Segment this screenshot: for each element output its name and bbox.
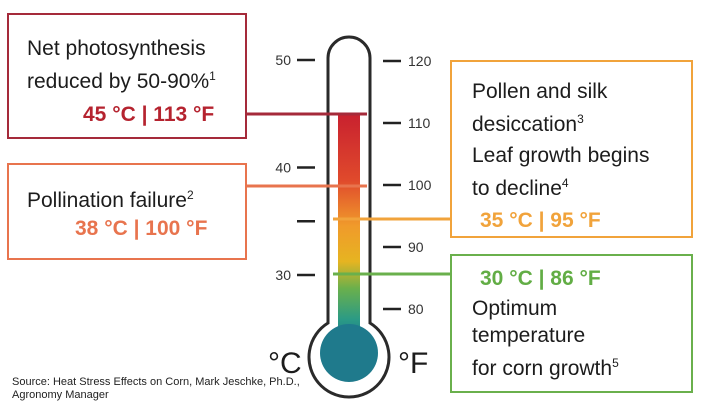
fahrenheit-tick-label-100: 100 — [408, 177, 432, 193]
desiccation-line1: Pollen and silk — [472, 80, 608, 103]
optimum-line2: temperature — [472, 324, 586, 347]
source-citation: Source: Heat Stress Effects on Corn, Mar… — [12, 376, 300, 401]
footnote-1: 1 — [209, 69, 216, 83]
photosynthesis-line1: Net photosynthesis — [27, 37, 206, 60]
optimum-line1: Optimum — [472, 297, 558, 320]
celsius-scale: 50 40 30 — [275, 52, 315, 283]
optimum-box: 30 °C | 86 °F Optimum temperature for co… — [450, 254, 693, 393]
optimum-temp: 30 °C | 86 °F — [480, 267, 601, 290]
footnote-4: 4 — [561, 176, 569, 190]
desiccation-temp: 35 °C | 95 °F — [480, 209, 601, 232]
photosynthesis-line2: reduced by 50-90%1 — [27, 69, 216, 93]
celsius-tick-label-30: 30 — [275, 267, 291, 283]
photosynthesis-box: Net photosynthesis reduced by 50-90%1 45… — [7, 13, 247, 139]
fahrenheit-unit: °F — [398, 347, 428, 380]
mercury-column — [338, 113, 360, 338]
footnote-2: 2 — [186, 188, 194, 202]
footnote-5: 5 — [612, 356, 619, 370]
leaf-growth-line1: Leaf growth begins — [472, 144, 650, 167]
footnote-3: 3 — [577, 112, 584, 126]
desiccation-box: Pollen and silk desiccation3 Leaf growth… — [450, 60, 693, 238]
photosynthesis-temp: 45 °C | 113 °F — [83, 103, 215, 126]
leaf-growth-line2: to decline4 — [472, 176, 569, 200]
pollination-temp: 38 °C | 100 °F — [75, 217, 208, 240]
pollination-line1: Pollination failure2 — [27, 188, 194, 212]
fahrenheit-tick-label-110: 110 — [408, 115, 431, 131]
celsius-tick-label-40: 40 — [275, 160, 291, 176]
celsius-unit: °C — [268, 347, 302, 380]
fahrenheit-tick-label-80: 80 — [408, 301, 424, 317]
thermometer-bulb — [320, 324, 378, 382]
celsius-tick-label-50: 50 — [275, 52, 291, 68]
fahrenheit-scale: 120 110 100 90 80 — [383, 53, 432, 317]
pollination-box: Pollination failure2 38 °C | 100 °F — [7, 163, 247, 260]
fahrenheit-tick-label-120: 120 — [408, 53, 432, 69]
optimum-line3: for corn growth5 — [472, 356, 619, 380]
desiccation-line2: desiccation3 — [472, 112, 584, 136]
fahrenheit-tick-label-90: 90 — [408, 239, 424, 255]
